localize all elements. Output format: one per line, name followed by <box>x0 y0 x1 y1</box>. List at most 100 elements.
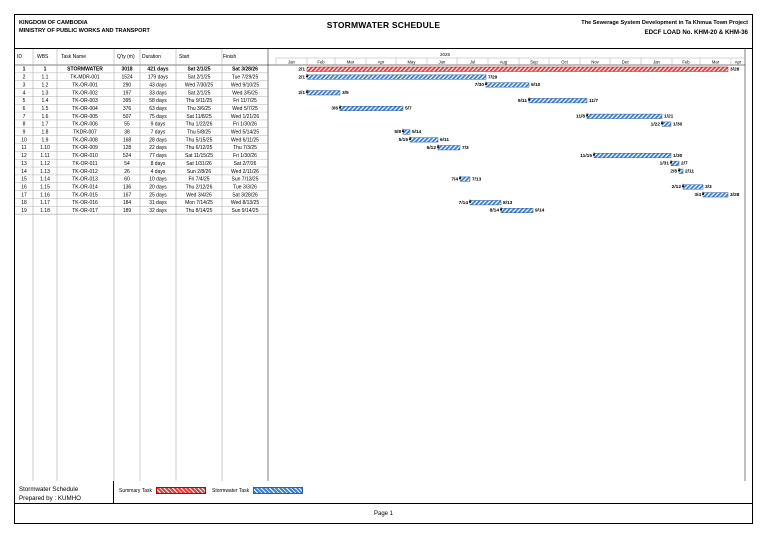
cell-duration: 10 days <box>149 177 167 183</box>
project-name: The Sewerage System Development in Ta Kh… <box>581 20 748 26</box>
bar-end-label: 8/13 <box>503 200 513 206</box>
cell-finish: Wed 1/21/26 <box>231 114 259 120</box>
cell-finish: Sun 7/13/25 <box>232 177 259 183</box>
cell-finish: Sun 9/14/25 <box>232 208 259 214</box>
task-bar <box>500 208 534 214</box>
cell-task-name: TK-OR-013 <box>72 177 98 183</box>
cell-id: 16 <box>21 184 27 190</box>
task-connector <box>701 191 705 195</box>
task-connector <box>401 128 405 133</box>
cell-task-name: TK-OR-004 <box>72 106 98 112</box>
bar-start-label: 11/15 <box>580 153 592 159</box>
cell-qty: 55 <box>124 122 130 128</box>
cell-start: Thu 8/14/25 <box>186 208 213 214</box>
task-bar <box>528 98 588 104</box>
bar-start-label: 2/1 <box>298 66 305 72</box>
footer-rule <box>15 503 752 504</box>
cell-task-name: TK-OR-012 <box>72 169 98 175</box>
cell-start: Sat 11/15/25 <box>185 153 213 159</box>
document-title: STORMWATER SCHEDULE <box>326 20 441 30</box>
task-connector <box>585 112 589 117</box>
bar-start-label: 2/1 <box>298 90 305 96</box>
col-header-finish: Finish <box>223 54 237 60</box>
cell-wbs: 1 <box>44 67 47 73</box>
task-connector <box>669 159 673 164</box>
task-rows: 1 1 STORMWATER 3018 421 days Sat 2/1/25 Sat 3/… <box>21 67 259 214</box>
bar-end-label: 9/10 <box>531 82 541 88</box>
cell-id: 8 <box>23 122 26 128</box>
cell-id: 5 <box>23 98 26 104</box>
cell-id: 2 <box>23 75 26 81</box>
legend-task-label: Stormwater Task <box>211 487 250 494</box>
cell-duration: 31 days <box>149 200 167 206</box>
cell-qty: 290 <box>123 82 132 88</box>
cell-task-name: TK-OR-003 <box>72 98 98 104</box>
cell-qty: 507 <box>123 114 132 120</box>
cell-wbs: 1.10 <box>40 145 50 151</box>
task-bar <box>339 106 404 111</box>
month-label: Dec <box>622 60 629 65</box>
cell-task-name: TK-OR-006 <box>72 122 98 128</box>
task-bar <box>593 153 672 159</box>
table-grid <box>15 49 746 481</box>
cell-id: 15 <box>21 177 27 183</box>
bar-start-label: 2/1 <box>298 74 305 80</box>
cell-start: Thu 9/11/25 <box>186 98 213 104</box>
task-connector <box>660 120 664 125</box>
task-connector <box>681 183 685 187</box>
cell-qty: 184 <box>123 200 132 206</box>
cell-task-name: TK-OR-017 <box>72 208 98 214</box>
cell-task-name: TK-OR-016 <box>72 200 98 206</box>
project-block: The Sewerage System Development in Ta Kh… <box>581 19 748 37</box>
cell-task-name: TK-MDR-001 <box>70 75 100 81</box>
cell-id: 1 <box>23 67 26 73</box>
month-label: Feb <box>317 60 325 65</box>
cell-wbs: 1.3 <box>42 90 49 96</box>
cell-qty: 26 <box>124 169 130 175</box>
task-connector <box>436 144 440 148</box>
task-connector <box>305 89 309 93</box>
cell-wbs: 1.7 <box>42 122 49 128</box>
cell-duration: 28 days <box>149 137 167 143</box>
cell-id: 10 <box>21 137 27 143</box>
bar-start-label: 6/12 <box>427 145 437 151</box>
cell-start: Sun 2/8/26 <box>187 169 211 175</box>
cell-finish: Tue 7/29/25 <box>232 75 259 81</box>
cell-task-name: STORMWATER <box>67 67 103 73</box>
task-connector <box>408 136 412 140</box>
cell-start: Fri 7/4/25 <box>188 177 209 183</box>
cell-finish: Fri 1/30/26 <box>233 153 257 159</box>
cell-qty: 3018 <box>121 67 132 73</box>
cell-qty: 54 <box>124 161 130 167</box>
month-label: Jun <box>439 60 446 65</box>
cell-duration: 9 days <box>151 122 166 128</box>
cell-qty: 167 <box>123 192 132 198</box>
month-label: Apr <box>378 60 385 65</box>
cell-finish: Thu 7/3/25 <box>233 145 257 151</box>
legend-task-swatch <box>253 487 304 494</box>
cell-id: 19 <box>21 208 27 214</box>
task-bar <box>485 82 530 88</box>
cell-wbs: 1.8 <box>42 130 49 136</box>
cell-qty: 395 <box>123 98 132 104</box>
bar-start-label: 8/14 <box>490 208 500 214</box>
cell-finish: Sat 3/28/26 <box>232 67 258 73</box>
cell-finish: Wed 8/13/25 <box>231 200 259 206</box>
month-label: Jan <box>653 60 660 65</box>
cell-duration: 58 days <box>149 98 167 104</box>
bar-end-label: 5/7 <box>405 106 412 112</box>
cell-wbs: 1.1 <box>42 75 49 81</box>
footer-divider <box>113 481 114 503</box>
cell-id: 14 <box>21 169 27 175</box>
organization-block: KINGDOM OF CAMBODIA MINISTRY OF PUBLIC W… <box>19 19 150 35</box>
task-connector <box>677 167 681 172</box>
cell-id: 12 <box>21 153 27 159</box>
cell-qty: 168 <box>123 137 132 143</box>
page-number: Page 1 <box>373 511 394 517</box>
cell-start: Thu 1/22/26 <box>186 122 213 128</box>
cell-wbs: 1.6 <box>42 114 49 120</box>
bar-start-label: 1/31 <box>660 161 670 167</box>
cell-wbs: 1.13 <box>40 169 50 175</box>
bar-start-label: 7/4 <box>451 176 458 182</box>
task-connector <box>484 81 488 85</box>
